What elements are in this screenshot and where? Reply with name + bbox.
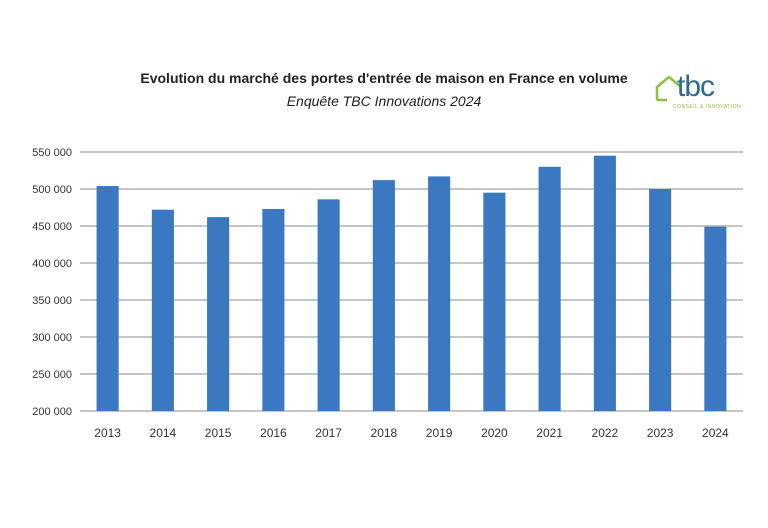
x-tick-label: 2024 bbox=[702, 426, 729, 440]
x-tick-label: 2018 bbox=[371, 426, 398, 440]
bar-2023 bbox=[649, 189, 672, 411]
bars bbox=[96, 155, 727, 411]
bar-2015 bbox=[207, 217, 230, 411]
bar-2014 bbox=[151, 209, 174, 411]
y-tick-label: 200 000 bbox=[32, 406, 72, 418]
x-tick-label: 2015 bbox=[205, 426, 232, 440]
x-tick-label: 2021 bbox=[536, 426, 563, 440]
bar-2022 bbox=[593, 155, 616, 411]
bar-2018 bbox=[372, 180, 395, 411]
y-tick-label: 350 000 bbox=[32, 295, 72, 307]
y-tick-label: 300 000 bbox=[32, 332, 72, 344]
y-tick-label: 550 000 bbox=[32, 147, 72, 159]
y-tick-label: 250 000 bbox=[32, 369, 72, 381]
bar-2024 bbox=[704, 226, 727, 411]
x-tick-label: 2017 bbox=[315, 426, 342, 440]
logo-text: tbc bbox=[677, 70, 715, 103]
x-tick-label: 2019 bbox=[426, 426, 453, 440]
x-axis-ticks: 2013 2014 2015 2016 2017 2018 2019 2020 2021 2022… bbox=[94, 426, 729, 440]
x-tick-label: 2016 bbox=[260, 426, 287, 440]
bar-2019 bbox=[428, 176, 451, 411]
gridlines bbox=[80, 151, 743, 412]
x-tick-label: 2013 bbox=[94, 426, 121, 440]
y-tick-label: 400 000 bbox=[32, 258, 72, 270]
house-icon bbox=[655, 75, 682, 102]
tbc-logo: tbc CONSEIL & INNOVATION bbox=[655, 70, 750, 112]
bar-2021 bbox=[538, 166, 561, 411]
bar-2017 bbox=[317, 199, 340, 411]
bar-2013 bbox=[96, 186, 119, 411]
y-tick-label: 500 000 bbox=[32, 184, 72, 196]
chart-subtitle: Enquête TBC Innovations 2024 bbox=[286, 93, 482, 109]
bar-2020 bbox=[483, 192, 506, 411]
logo-tagline: CONSEIL & INNOVATION bbox=[673, 104, 742, 110]
x-tick-label: 2022 bbox=[592, 426, 619, 440]
bar-2016 bbox=[262, 208, 285, 411]
y-axis-ticks: 200 000 250 000 300 000 350 000 400 000 450 0… bbox=[32, 147, 72, 418]
x-tick-label: 2020 bbox=[481, 426, 508, 440]
y-tick-label: 450 000 bbox=[32, 221, 72, 233]
chart-title: Evolution du marché des portes d'entrée … bbox=[140, 70, 628, 86]
x-tick-label: 2023 bbox=[647, 426, 674, 440]
x-tick-label: 2014 bbox=[150, 426, 177, 440]
